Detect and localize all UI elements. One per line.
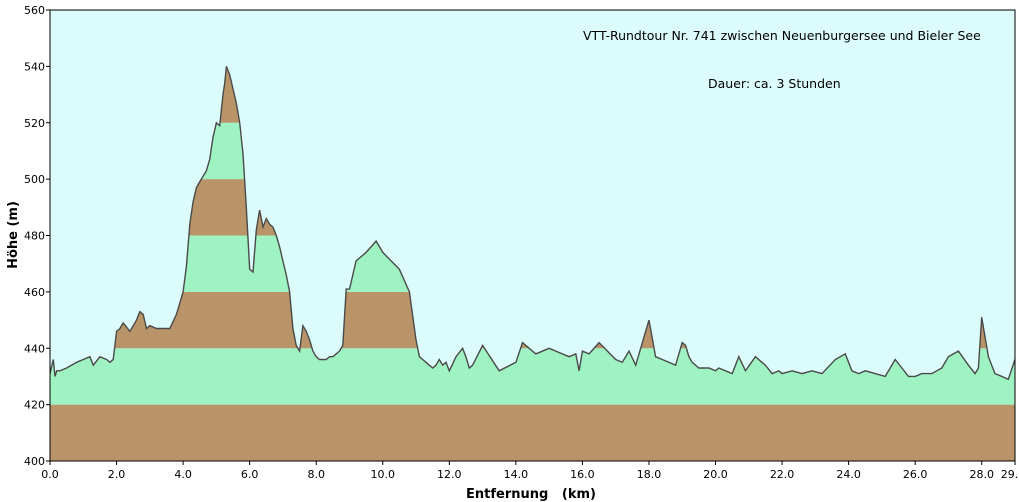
x-tick-label: 2.0 [108, 468, 126, 481]
x-tick-label: 8.0 [307, 468, 325, 481]
y-tick-label: 400 [24, 455, 45, 468]
x-tick-label: 14.0 [504, 468, 529, 481]
x-tick-label: 26.0 [903, 468, 928, 481]
y-axis-title: Höhe (m) [6, 201, 21, 269]
elevation-band [50, 404, 1015, 461]
y-tick-label: 480 [24, 230, 45, 243]
x-tick-label: 16.0 [570, 468, 595, 481]
elevation-profile-line [50, 66, 1015, 381]
x-tick-label: 20.0 [703, 468, 728, 481]
x-tick-label: 18.0 [637, 468, 662, 481]
x-tick-label: 24.0 [836, 468, 861, 481]
x-axis-title: Entfernung (km) [466, 487, 596, 502]
y-tick-label: 560 [24, 4, 45, 17]
y-tick-label: 520 [24, 117, 45, 130]
x-tick-label: 10.0 [371, 468, 396, 481]
y-tick-label: 500 [24, 173, 45, 186]
chart-subtitle: Dauer: ca. 3 Stunden [708, 76, 841, 91]
x-tick-label: 6.0 [241, 468, 259, 481]
y-axis: 400 420 440 460 480 500 520 540 560 [24, 4, 50, 468]
y-tick-label: 540 [24, 60, 45, 73]
x-axis: 0.0 2.0 4.0 6.0 8.0 10.0 12.0 14.0 16.0 18.0 20.0 2… [41, 461, 1019, 481]
x-tick-label: 12.0 [437, 468, 462, 481]
chart-title: VTT-Rundtour Nr. 741 zwischen Neuenburge… [583, 28, 981, 43]
y-tick-label: 420 [24, 399, 45, 412]
x-tick-label: 4.0 [174, 468, 192, 481]
y-tick-label: 460 [24, 286, 45, 299]
y-tick-label: 440 [24, 342, 45, 355]
x-tick-label: 28.0 [969, 468, 994, 481]
x-tick-label: 22.0 [770, 468, 795, 481]
x-tick-label: 29.0 [1001, 468, 1019, 481]
x-tick-label: 0.0 [41, 468, 59, 481]
